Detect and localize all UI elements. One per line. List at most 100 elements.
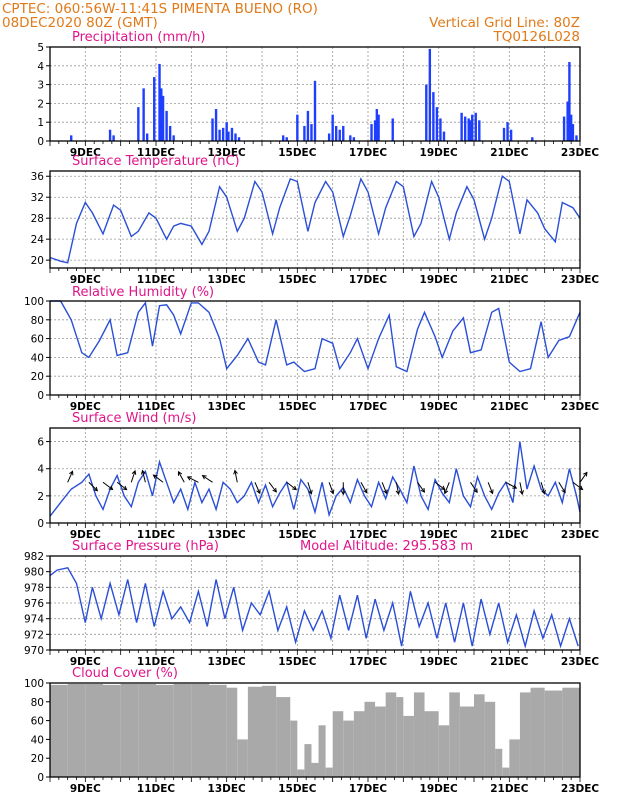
wind-arrow — [88, 481, 99, 492]
precip-bar — [428, 48, 432, 141]
cloud-bar — [50, 684, 68, 777]
cloud-title: Cloud Cover (%) — [72, 666, 178, 681]
precip-bar — [234, 133, 237, 141]
wind-arrow — [519, 482, 524, 496]
precip-bar — [108, 129, 112, 141]
wind-xtick-label: 11DEC — [137, 529, 176, 541]
precip-bar — [285, 137, 288, 141]
wind-arrow — [443, 482, 450, 495]
wind-panel: Surface Wind (m/s) 0 2 4 6 9DEC 11DEC 13DEC 15DE… — [37, 411, 599, 541]
wind-ytick-label: 2 — [37, 491, 44, 503]
wind-xtick-label: 9DEC — [70, 529, 101, 541]
cloud-bar — [191, 683, 209, 777]
precip-bar — [137, 107, 140, 141]
precip-title: Precipitation (mm/h) — [72, 30, 205, 45]
precip-bar — [502, 127, 506, 141]
wind-ytick-label: 4 — [37, 464, 44, 476]
precip-bar — [391, 118, 394, 141]
cloud-bar — [103, 684, 121, 777]
pressure-ytick-label: 982 — [24, 551, 44, 563]
cloud-bar — [364, 701, 376, 777]
cloud-xtick-label: 21DEC — [490, 783, 529, 795]
wind-arrow — [254, 482, 261, 495]
rh-xtick-label: 9DEC — [70, 401, 101, 413]
precip-bar — [218, 129, 221, 141]
cloud-bar — [353, 711, 365, 777]
cloud-bar — [318, 725, 326, 777]
precip-bar — [227, 131, 230, 141]
rh-xtick-label: 11DEC — [137, 401, 176, 413]
precip-xtick-label: 15DEC — [278, 147, 317, 159]
precip-bar — [112, 135, 115, 141]
cloud-ytick-label: 80 — [31, 697, 44, 709]
cloud-bar — [276, 697, 291, 777]
wind-xtick-label: 13DEC — [208, 529, 247, 541]
wind-xtick-label: 21DEC — [490, 529, 529, 541]
rh-title: Relative Humidity (%) — [72, 285, 214, 300]
cloud-ytick-label: 20 — [31, 753, 44, 765]
cloud-bar — [173, 683, 192, 777]
temp-xtick-label: 17DEC — [349, 274, 388, 286]
cloud-bar — [375, 706, 386, 777]
cloud-ytick-label: 40 — [31, 734, 44, 746]
wind-series-line — [49, 441, 581, 518]
precip-bar — [342, 125, 345, 141]
precip-bar — [432, 92, 435, 141]
precip-bar — [168, 125, 172, 141]
precip-bar — [531, 137, 534, 141]
precip-xtick-label: 23DEC — [561, 147, 600, 159]
cloud-xtick-label: 15DEC — [278, 783, 317, 795]
wind-arrow — [152, 474, 164, 483]
precip-bar — [509, 129, 513, 141]
wind-arrow — [307, 482, 313, 495]
wind-xtick-label: 17DEC — [349, 529, 388, 541]
cloud-bar — [449, 692, 460, 777]
precip-bar — [566, 101, 569, 141]
wind-arrow — [140, 469, 146, 483]
pressure-ytick-label: 972 — [24, 629, 44, 641]
wind-ytick-label: 0 — [37, 518, 44, 530]
wind-arrow — [177, 470, 185, 483]
cloud-bar — [343, 720, 354, 777]
precip-bar — [331, 114, 334, 141]
station-header: CPTEC: 060:56W-11:41S PIMENTA BUENO (RO) — [2, 1, 318, 17]
rh-xtick-label: 15DEC — [278, 401, 317, 413]
precip-panel: Precipitation (mm/h) 0 1 2 3 4 5 9DEC 11DEC 13DEC… — [37, 30, 599, 159]
rh-ytick-label: 0 — [37, 390, 44, 402]
wind-arrow — [470, 482, 478, 494]
precip-ytick-label: 2 — [37, 98, 44, 110]
pressure-xtick-label: 15DEC — [278, 656, 317, 668]
pressure-ytick-label: 978 — [24, 582, 44, 594]
precip-bar — [153, 77, 156, 141]
cloud-xtick-label: 9DEC — [70, 783, 101, 795]
wind-ytick-label: 6 — [37, 437, 44, 449]
temp-series-line — [49, 175, 581, 264]
cloud-panel: Cloud Cover (%) 0 20 40 60 80 100 9DEC 11DEC 13DE… — [24, 666, 599, 795]
wind-arrow — [579, 471, 588, 483]
cloud-bar — [459, 706, 474, 777]
rh-xtick-label: 19DEC — [420, 401, 459, 413]
pressure-ytick-label: 980 — [24, 567, 44, 579]
precip-bar — [237, 137, 241, 141]
pressure-ytick-label: 976 — [24, 598, 44, 610]
temp-xtick-label: 11DEC — [137, 274, 176, 286]
precip-ytick-label: 1 — [37, 117, 44, 129]
pressure-ytick-label: 970 — [24, 645, 44, 657]
cloud-bar — [484, 701, 496, 777]
cloud-bar — [502, 767, 510, 777]
precip-bar — [463, 116, 467, 141]
rh-ytick-label: 100 — [24, 296, 44, 308]
cloud-bar — [495, 748, 503, 777]
cloud-bar — [438, 725, 450, 777]
temp-ytick-label: 36 — [31, 171, 45, 183]
pressure-xtick-label: 11DEC — [137, 656, 176, 668]
precip-bar — [313, 80, 317, 141]
cloud-xtick-label: 23DEC — [561, 783, 600, 795]
precip-bar — [377, 114, 380, 141]
wind-arrow — [328, 482, 335, 495]
precip-bar — [282, 135, 285, 141]
cloud-bar — [474, 694, 485, 777]
rh-xtick-label: 17DEC — [349, 401, 388, 413]
pressure-series-line — [49, 567, 579, 649]
